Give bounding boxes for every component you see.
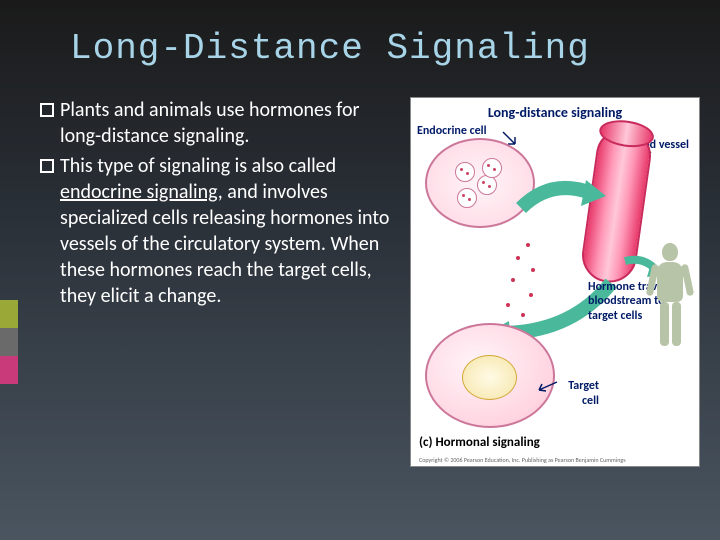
blood-vessel-shape: [578, 125, 654, 286]
accent-block: [0, 328, 18, 356]
hormone-dot: [529, 293, 533, 297]
underlined-term: endocrine signaling: [60, 180, 218, 204]
endocrine-cell-shape: [425, 138, 535, 228]
vesicle-shape: [477, 175, 497, 195]
bullet-text: Plants and animals use hormones for long…: [60, 97, 398, 149]
nucleus-shape: [462, 355, 517, 400]
side-accent-strip: [0, 300, 18, 384]
figure-title: Long-distance signaling: [417, 104, 693, 121]
hormone-dot: [516, 256, 520, 260]
slide-title: Long-Distance Signaling: [0, 0, 720, 69]
hormone-dot: [521, 313, 525, 317]
hormone-dot: [506, 303, 510, 307]
bullet-item: This type of signaling is also called en…: [40, 153, 398, 309]
hormone-dot: [531, 268, 535, 272]
label-endocrine-cell: Endocrine cell: [417, 124, 487, 138]
hormone-dot: [511, 278, 515, 282]
figure-column: Long-distance signaling Endocrine cell B…: [410, 97, 700, 467]
human-silhouette-icon: [649, 243, 691, 353]
accent-block: [0, 300, 18, 328]
bullet-square-icon: [40, 159, 54, 173]
text-column: Plants and animals use hormones for long…: [40, 97, 398, 467]
vesicle-shape: [482, 158, 502, 178]
accent-block: [0, 356, 18, 384]
bullet-item: Plants and animals use hormones for long…: [40, 97, 398, 149]
vesicle-shape: [455, 162, 475, 182]
label-target-cell: Targetcell: [568, 379, 599, 408]
figure-caption: (c) Hormonal signaling: [419, 435, 540, 450]
target-cell-shape: [425, 323, 555, 428]
bullet-text: This type of signaling is also called en…: [60, 153, 398, 309]
vesicle-shape: [457, 188, 477, 208]
hormone-dot: [526, 243, 530, 247]
figure-copyright: Copyright © 2006 Pearson Education, Inc.…: [419, 456, 626, 464]
content-area: Plants and animals use hormones for long…: [0, 69, 720, 467]
biology-figure: Long-distance signaling Endocrine cell B…: [410, 97, 700, 467]
bullet-square-icon: [40, 103, 54, 117]
